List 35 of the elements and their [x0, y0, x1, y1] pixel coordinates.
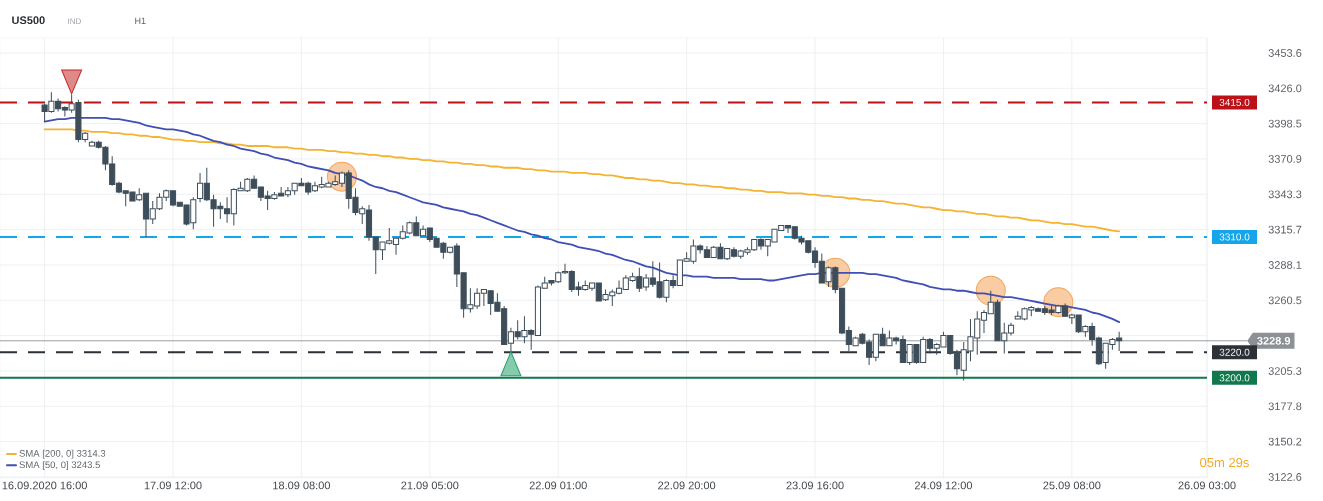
- ref-line-label: 3200.0: [1219, 374, 1250, 382]
- point: [61, 69, 83, 95]
- y-tick-label: 3370.9: [1268, 155, 1302, 163]
- legend-label: SMA [50, 0] 3243.5: [19, 461, 100, 470]
- y-tick-label: 3260.5: [1268, 296, 1302, 305]
- y-tick-label: 3343.3: [1268, 190, 1302, 199]
- y-tick-label: 3426.0: [1268, 84, 1302, 93]
- x-tick-label: 21.09 05:00: [401, 481, 459, 490]
- x-tick-label: 23.09 16:00: [786, 481, 844, 490]
- y-tick-label: 3398.5: [1268, 119, 1302, 128]
- text: H1: [135, 17, 146, 24]
- chart-subtitle: IND: [68, 18, 81, 24]
- x-tick-label: 24.09 12:00: [914, 481, 973, 490]
- y-tick-label: 3150.2: [1268, 437, 1302, 446]
- y-tick-label: 3453.6: [1268, 49, 1302, 57]
- ref-line-label: 3228.9: [1257, 336, 1291, 345]
- x-tick-label: 17.09 12:00: [144, 481, 202, 490]
- y-tick-label: 3122.6: [1268, 473, 1302, 481]
- point: [500, 351, 522, 377]
- y-tick-label: 3177.8: [1268, 402, 1302, 411]
- x-tick-label: 22.09 01:00: [529, 481, 587, 490]
- legend-label: SMA [200, 0] 3314.3: [19, 449, 106, 459]
- chart-title: US500: [12, 16, 45, 25]
- y-tick-label: 3205.3: [1268, 367, 1302, 375]
- x-tick-label: 16.09.2020 16:00: [2, 481, 87, 490]
- ref-line-label: 3415.0: [1219, 98, 1250, 106]
- x-tick-label: 18.09 08:00: [273, 481, 331, 490]
- annotation: 05m 29s: [1200, 457, 1249, 468]
- x-tick-label: 22.09 20:00: [658, 481, 716, 490]
- x-tick-label: 26.09 03:00: [1178, 481, 1236, 490]
- ref-line-label: 3220.0: [1219, 348, 1250, 356]
- x-tick-label: 25.09 08:00: [1043, 481, 1101, 490]
- y-tick-label: 3315.7: [1268, 225, 1302, 234]
- ref-line-label: 3310.0: [1219, 233, 1250, 241]
- y-tick-label: 3288.1: [1268, 261, 1302, 269]
